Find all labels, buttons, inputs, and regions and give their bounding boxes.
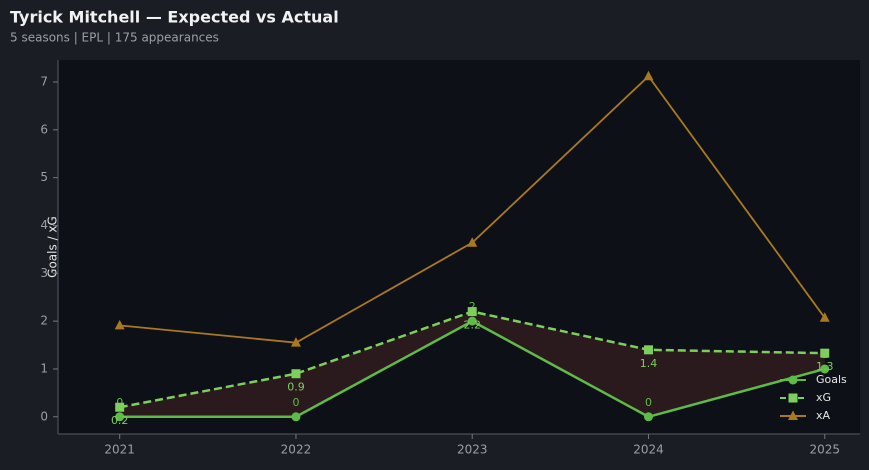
point: [643, 345, 653, 355]
point: [115, 402, 125, 412]
x-tick-label: 2024: [633, 443, 664, 457]
x-tick-label: 2025: [809, 443, 840, 457]
point: [291, 369, 301, 379]
chart-subtitle: 5 seasons | EPL | 175 appearances: [10, 31, 219, 45]
point: [467, 237, 478, 247]
legend-marker: [788, 393, 798, 403]
gap-area: [119, 311, 825, 417]
point: [467, 307, 477, 317]
point: [115, 412, 125, 422]
point: [820, 364, 830, 374]
chart-title: Tyrick Mitchell — Expected vs Actual: [10, 8, 339, 27]
point: [643, 412, 653, 422]
y-tick-label: 3: [40, 266, 48, 280]
y-tick-label: 2: [40, 314, 48, 328]
value-label: 0.9: [287, 381, 305, 394]
legend-label: Goals: [816, 373, 847, 386]
value-label: 0: [116, 396, 123, 409]
value-label: 2.2: [463, 319, 481, 332]
legend-label: xG: [816, 391, 831, 404]
y-tick-label: 6: [40, 122, 48, 136]
y-axis-label: Goals / xG: [46, 216, 60, 278]
value-label: 1.3: [816, 360, 834, 373]
point: [114, 319, 125, 330]
y-tick-label: 5: [40, 170, 48, 184]
point: [820, 348, 830, 358]
value-label: 2: [469, 300, 476, 313]
y-tick-label: 4: [40, 218, 48, 232]
point: [819, 312, 830, 322]
point: [290, 337, 301, 347]
y-tick-label: 1: [40, 361, 48, 375]
y-tick-label: 7: [40, 75, 48, 89]
value-label: 0: [292, 396, 299, 409]
x-tick-label: 2022: [281, 443, 312, 457]
point: [291, 412, 301, 422]
legend-marker: [788, 375, 798, 385]
point: [467, 316, 477, 326]
legend-marker: [788, 410, 798, 420]
y-tick-label: 0: [40, 409, 48, 423]
value-label: 1.4: [640, 357, 658, 370]
point: [643, 70, 654, 81]
value-label: 0.2: [111, 414, 129, 427]
x-tick-label: 2023: [457, 443, 488, 457]
value-label: 0: [645, 396, 652, 409]
x-tick-label: 2021: [104, 443, 135, 457]
legend-label: xA: [816, 409, 831, 422]
